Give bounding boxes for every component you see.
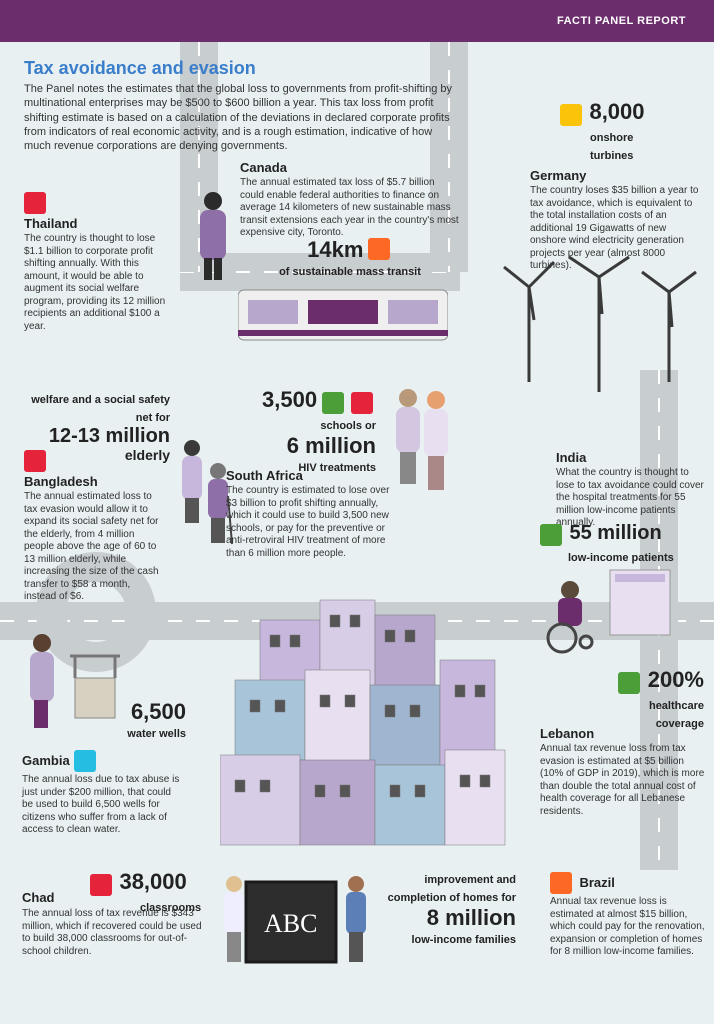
country-chad-name: Chad bbox=[22, 890, 82, 907]
stat-label: turbines bbox=[590, 150, 633, 162]
country-thailand: Thailand The country is thought to lose … bbox=[24, 190, 174, 333]
stat-gambia: 6,500 water wells bbox=[86, 700, 186, 742]
svg-text:ABC: ABC bbox=[264, 909, 317, 938]
person-icon bbox=[186, 188, 240, 288]
sdg-icon bbox=[74, 750, 96, 772]
country-canada: Canada The annual estimated tax loss of … bbox=[240, 160, 460, 240]
country-germany: Germany The country loses $35 billion a … bbox=[530, 168, 705, 273]
section-title: Tax avoidance and evasion bbox=[24, 58, 256, 79]
stat-number: 14km bbox=[307, 237, 363, 262]
stat-number: 3,500 bbox=[262, 387, 317, 412]
sdg-icon bbox=[560, 104, 582, 126]
stat-label: water wells bbox=[127, 728, 186, 740]
blackboard-icon: ABC bbox=[216, 872, 376, 992]
country-name: Brazil bbox=[579, 875, 614, 890]
country-name: Canada bbox=[240, 160, 460, 175]
country-name: Chad bbox=[22, 890, 82, 905]
country-desc: The country loses $35 billion a year to … bbox=[530, 185, 705, 273]
stat-number: 55 million bbox=[569, 522, 661, 544]
country-name: Thailand bbox=[24, 216, 174, 231]
stat-germany: 8,000 onshore turbines bbox=[560, 100, 700, 164]
country-desc: The country is estimated to lose over $3… bbox=[226, 485, 396, 560]
country-desc: The annual loss of tax revenue is $343 m… bbox=[22, 908, 202, 958]
stat-number: 8 million bbox=[427, 905, 516, 930]
stat-label: low-income patients bbox=[568, 552, 674, 564]
stat-number: 12-13 million bbox=[49, 425, 170, 447]
country-lebanon: Lebanon Annual tax revenue loss from tax… bbox=[540, 726, 705, 818]
country-desc: Annual tax revenue loss is estimated at … bbox=[550, 896, 705, 959]
buildings-icon bbox=[220, 560, 520, 860]
stat-label: healthcare bbox=[649, 700, 704, 712]
country-name: South Africa bbox=[226, 468, 396, 483]
country-southafrica: South Africa The country is estimated to… bbox=[226, 468, 396, 560]
country-name: Germany bbox=[530, 168, 705, 183]
country-name: Lebanon bbox=[540, 726, 705, 741]
stat-india: 55 million low-income patients bbox=[540, 522, 710, 566]
stat-label: onshore bbox=[590, 132, 633, 144]
sdg-icon bbox=[550, 872, 572, 894]
stat-number: 6 million bbox=[287, 433, 376, 458]
country-bangladesh: Bangladesh The annual estimated loss to … bbox=[24, 448, 164, 604]
sdg-icon bbox=[90, 874, 112, 896]
stat-label: of sustainable mass transit bbox=[279, 266, 421, 278]
country-name: Bangladesh bbox=[24, 474, 164, 489]
country-name: India bbox=[556, 450, 706, 465]
report-title: FACTI PANEL REPORT bbox=[557, 15, 686, 27]
country-desc: The annual loss due to tax abuse is just… bbox=[22, 774, 182, 837]
stat-number: 8,000 bbox=[589, 99, 644, 124]
country-gambia: Gambia The annual loss due to tax abuse … bbox=[22, 748, 182, 837]
country-desc: The annual estimated tax loss of $5.7 bi… bbox=[240, 177, 460, 240]
sdg-icon bbox=[322, 392, 344, 414]
country-name: Gambia bbox=[22, 753, 70, 768]
header-bar: FACTI PANEL REPORT bbox=[0, 0, 714, 42]
stat-prefix: improvement and completion of homes for bbox=[388, 874, 516, 904]
country-desc: The annual estimated loss to tax evasion… bbox=[24, 491, 164, 604]
sdg-icon bbox=[24, 192, 46, 214]
stat-label: low-income families bbox=[411, 934, 516, 946]
country-india: India What the country is thought to los… bbox=[556, 450, 706, 530]
sdg-icon bbox=[540, 524, 562, 546]
stat-prefix: welfare and a social safety net for bbox=[31, 394, 170, 424]
sdg-icon bbox=[368, 238, 390, 260]
country-brazil: Brazil Annual tax revenue loss is estima… bbox=[550, 870, 705, 959]
country-desc: Annual tax revenue loss from tax evasion… bbox=[540, 743, 705, 818]
country-desc: The country is thought to lose $1.1 bill… bbox=[24, 233, 174, 333]
sdg-icon bbox=[618, 672, 640, 694]
stat-number: 38,000 bbox=[119, 869, 186, 894]
patient-icon bbox=[540, 560, 680, 660]
stat-label: schools or bbox=[320, 420, 376, 432]
stat-brazil: improvement and completion of homes for … bbox=[386, 870, 516, 948]
country-desc: What the country is thought to lose to t… bbox=[556, 467, 706, 530]
stat-number: 200% bbox=[648, 667, 704, 692]
intro-paragraph: The Panel notes the estimates that the g… bbox=[24, 82, 454, 153]
stat-lebanon: 200% healthcare coverage bbox=[584, 668, 704, 732]
country-chad: The annual loss of tax revenue is $343 m… bbox=[22, 908, 202, 958]
sdg-icon bbox=[24, 450, 46, 472]
train-icon bbox=[238, 280, 448, 350]
stat-number: 6,500 bbox=[131, 699, 186, 724]
stat-canada: 14km of sustainable mass transit bbox=[240, 236, 460, 280]
sdg-icon bbox=[351, 392, 373, 414]
stat-southafrica: 3,500 schools or 6 million HIV treatment… bbox=[226, 388, 376, 476]
people-icon bbox=[388, 386, 458, 516]
